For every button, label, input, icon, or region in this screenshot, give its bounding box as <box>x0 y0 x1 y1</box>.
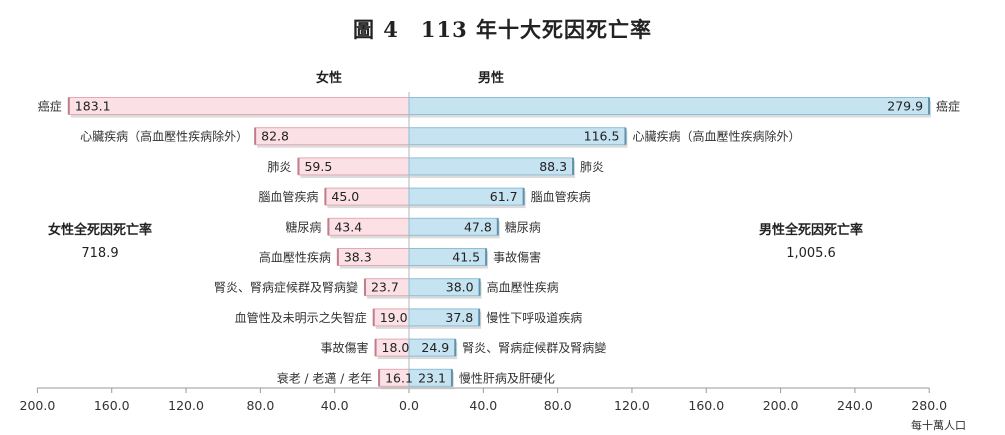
male-category-label: 心臟疾病（高血壓性疾病除外） <box>632 129 800 144</box>
female-value-label: 18.0 <box>382 340 410 355</box>
male-category-label: 事故傷害 <box>493 250 541 265</box>
female-category-label: 血管性及未明示之失智症 <box>235 310 367 325</box>
male-category-label: 腎炎、腎病症候群及腎病變 <box>462 340 606 355</box>
x-tick-label: 40.0 <box>469 398 497 413</box>
female-value-label: 43.4 <box>334 219 362 234</box>
male-category-label: 高血壓性疾病 <box>487 280 559 295</box>
male-category-label: 糖尿病 <box>505 219 541 234</box>
x-tick-label: 280.0 <box>911 398 947 413</box>
axis-layer: 200.0 160.0 120.0 80.0 40.0 0.0 40.0 80.0 120.0 1… <box>20 92 966 432</box>
male-bar <box>408 97 930 115</box>
male-total-label: 男性全死因死亡率 <box>759 222 863 238</box>
female-value-label: 38.3 <box>344 250 372 265</box>
female-value-label: 82.8 <box>261 129 289 144</box>
female-category-label: 心臟疾病（高血壓性疾病除外） <box>80 129 248 144</box>
female-category-label: 腦血管疾病 <box>258 189 318 204</box>
male-value-label: 279.9 <box>887 99 923 114</box>
x-tick-label: 200.0 <box>20 398 56 413</box>
x-tick-label: 240.0 <box>837 398 873 413</box>
female-category-label: 衰老 / 老邁 / 老年 <box>277 370 372 385</box>
male-category-label: 慢性下呼吸道疾病 <box>486 310 582 325</box>
x-tick-label: 120.0 <box>614 398 650 413</box>
series-header-male: 男性 <box>478 70 504 86</box>
male-value-label: 47.8 <box>464 219 492 234</box>
x-tick-label: 160.0 <box>688 398 724 413</box>
female-bar <box>68 97 410 115</box>
male-value-label: 61.7 <box>490 189 518 204</box>
unit-label: 每十萬人口 <box>911 418 966 432</box>
female-category-label: 糖尿病 <box>285 219 321 234</box>
female-value-label: 183.1 <box>75 99 111 114</box>
male-category-label: 癌症 <box>936 99 960 114</box>
male-value-label: 38.0 <box>446 280 474 295</box>
chart-title: 圖 4 113 年十大死因死亡率 <box>352 17 653 42</box>
male-total-value: 1,005.6 <box>786 246 836 261</box>
male-value-label: 41.5 <box>452 250 480 265</box>
female-category-label: 癌症 <box>38 99 62 114</box>
female-total-label: 女性全死因死亡率 <box>48 222 152 238</box>
x-tick-label: 0.0 <box>399 398 419 413</box>
x-tick-label: 200.0 <box>763 398 799 413</box>
male-category-label: 慢性肝病及肝硬化 <box>459 370 555 385</box>
x-tick-label: 80.0 <box>246 398 274 413</box>
series-header-female: 女性 <box>316 70 342 86</box>
male-value-label: 116.5 <box>584 129 620 144</box>
female-value-label: 59.5 <box>304 159 332 174</box>
female-value-label: 16.1 <box>385 370 413 385</box>
x-tick-label: 80.0 <box>544 398 572 413</box>
x-tick-label: 40.0 <box>321 398 349 413</box>
x-tick-label: 160.0 <box>94 398 130 413</box>
male-value-label: 23.1 <box>418 370 446 385</box>
female-value-label: 23.7 <box>371 280 399 295</box>
female-value-label: 19.0 <box>380 310 408 325</box>
female-category-label: 腎炎、腎病症候群及腎病變 <box>214 280 358 295</box>
female-value-label: 45.0 <box>331 189 359 204</box>
male-value-label: 37.8 <box>445 310 473 325</box>
female-category-label: 肺炎 <box>267 160 291 174</box>
female-category-label: 高血壓性疾病 <box>259 250 331 265</box>
male-category-label: 腦血管疾病 <box>531 189 591 204</box>
female-category-label: 事故傷害 <box>321 340 369 355</box>
male-value-label: 24.9 <box>421 340 449 355</box>
male-category-label: 肺炎 <box>580 160 604 174</box>
x-tick-label: 120.0 <box>168 398 204 413</box>
female-total-value: 718.9 <box>81 246 118 261</box>
bars-layer <box>67 97 932 390</box>
male-value-label: 88.3 <box>539 159 567 174</box>
